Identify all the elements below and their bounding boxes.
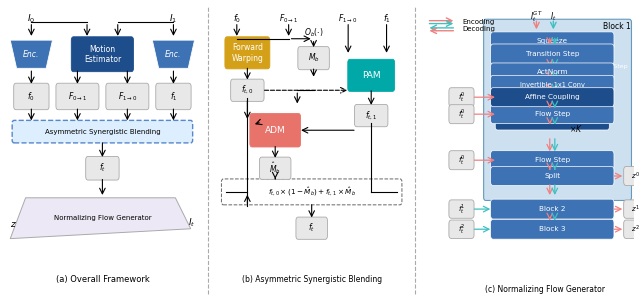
FancyBboxPatch shape [491,166,614,185]
Text: Block 1: Block 1 [603,22,630,31]
Text: $f_t^2$: $f_t^2$ [458,222,465,236]
Text: Affine Coupling: Affine Coupling [525,94,580,100]
Text: ActNorm: ActNorm [536,69,568,76]
Text: $z^1$: $z^1$ [632,203,640,215]
Text: Block 3: Block 3 [539,226,566,232]
FancyBboxPatch shape [296,217,328,239]
FancyBboxPatch shape [156,83,191,110]
FancyBboxPatch shape [491,32,614,51]
Text: Invertible 1x1 Conv: Invertible 1x1 Conv [520,82,585,88]
Text: $f_t^0$: $f_t^0$ [458,90,465,104]
Text: $I_0$: $I_0$ [28,13,35,25]
FancyBboxPatch shape [13,83,49,110]
Text: PAM: PAM [362,71,381,80]
Text: Enc.: Enc. [165,50,182,59]
Text: $f_0$: $f_0$ [233,13,241,25]
Polygon shape [10,40,52,68]
Polygon shape [152,40,195,68]
FancyBboxPatch shape [221,179,402,205]
Text: Asymmetric Synergistic Blending: Asymmetric Synergistic Blending [45,129,160,135]
Text: $f_1$: $f_1$ [170,90,177,103]
Text: $f_{t,0}\times(1-\hat{M}_b)+f_{t,1}\times\hat{M}_b$: $f_{t,0}\times(1-\hat{M}_b)+f_{t,1}\time… [268,186,356,198]
Text: $f_1$: $f_1$ [383,13,390,25]
Text: $F_{1\rightarrow0}$: $F_{1\rightarrow0}$ [118,90,137,103]
Text: $I_1$: $I_1$ [170,13,177,25]
FancyBboxPatch shape [12,120,193,143]
FancyBboxPatch shape [449,105,474,124]
FancyBboxPatch shape [449,151,474,170]
Text: Motion
Estimator: Motion Estimator [84,45,121,64]
Text: $z^2$: $z^2$ [632,224,640,235]
FancyBboxPatch shape [491,105,614,124]
Text: $I_t$: $I_t$ [188,217,195,230]
FancyBboxPatch shape [623,220,640,238]
FancyBboxPatch shape [298,47,330,70]
Text: Split: Split [544,173,561,179]
FancyBboxPatch shape [449,200,474,218]
FancyBboxPatch shape [230,79,264,101]
Text: $f_t$: $f_t$ [308,222,315,234]
FancyBboxPatch shape [355,104,388,127]
Text: Squeeze: Squeeze [537,38,568,44]
Text: Block 2: Block 2 [539,206,566,212]
Text: $I_t^{GT}$: $I_t^{GT}$ [530,9,543,24]
Text: Forward
Warping: Forward Warping [232,43,263,62]
FancyBboxPatch shape [491,63,614,82]
Text: (a) Overall Framework: (a) Overall Framework [56,275,149,284]
Text: Decoding: Decoding [463,26,495,32]
Text: $f_{t,1}$: $f_{t,1}$ [365,110,378,122]
FancyBboxPatch shape [106,83,149,110]
FancyBboxPatch shape [56,83,99,110]
Text: $\hat{M}_b$: $\hat{M}_b$ [269,160,281,176]
Text: Normalizing Flow Generator: Normalizing Flow Generator [54,215,151,221]
FancyBboxPatch shape [250,114,301,147]
FancyBboxPatch shape [491,75,614,94]
Text: $F_{0\rightarrow1}$: $F_{0\rightarrow1}$ [68,90,87,103]
FancyBboxPatch shape [259,157,291,179]
FancyBboxPatch shape [491,88,614,107]
Text: Flow Step: Flow Step [534,157,570,163]
Text: $f_t$: $f_t$ [99,162,106,174]
FancyBboxPatch shape [491,199,614,219]
Text: $f_0$: $f_0$ [28,90,35,103]
Text: $O_b(\cdot)$: $O_b(\cdot)$ [304,27,323,39]
Text: $f_t^1$: $f_t^1$ [458,202,465,216]
Text: Flow Step: Flow Step [534,111,570,117]
FancyBboxPatch shape [225,37,270,69]
Text: $z$: $z$ [10,220,17,229]
FancyBboxPatch shape [495,58,609,130]
FancyBboxPatch shape [86,156,119,180]
FancyBboxPatch shape [623,166,640,185]
Text: $F_{0\rightarrow1}$: $F_{0\rightarrow1}$ [279,13,298,25]
FancyBboxPatch shape [491,44,614,65]
Text: (b) Asymmetric Synergistic Blending: (b) Asymmetric Synergistic Blending [242,275,381,284]
FancyBboxPatch shape [623,200,640,218]
Text: ADM: ADM [265,126,285,135]
Text: Enc.: Enc. [23,50,40,59]
FancyBboxPatch shape [71,37,134,72]
Text: Transition Step: Transition Step [525,51,579,57]
Text: $f_t^0$: $f_t^0$ [458,153,465,167]
Text: $F_{1\rightarrow0}$: $F_{1\rightarrow0}$ [339,13,358,25]
Polygon shape [10,198,191,239]
Text: (c) Normalizing Flow Generator: (c) Normalizing Flow Generator [485,285,605,294]
FancyBboxPatch shape [449,220,474,238]
FancyBboxPatch shape [449,88,474,107]
Text: $I_t$: $I_t$ [550,10,557,23]
Text: $M_b$: $M_b$ [308,52,319,65]
FancyBboxPatch shape [348,59,395,91]
Text: Encoding: Encoding [463,19,495,25]
FancyBboxPatch shape [491,151,614,170]
FancyBboxPatch shape [484,19,632,200]
Text: $\times K$: $\times K$ [569,123,583,134]
FancyBboxPatch shape [491,219,614,239]
Text: $f_t^0$: $f_t^0$ [458,107,465,121]
Text: $z^0$: $z^0$ [631,170,640,182]
Text: $f_{t,0}$: $f_{t,0}$ [241,84,253,96]
Text: Flow Step: Flow Step [597,64,628,69]
